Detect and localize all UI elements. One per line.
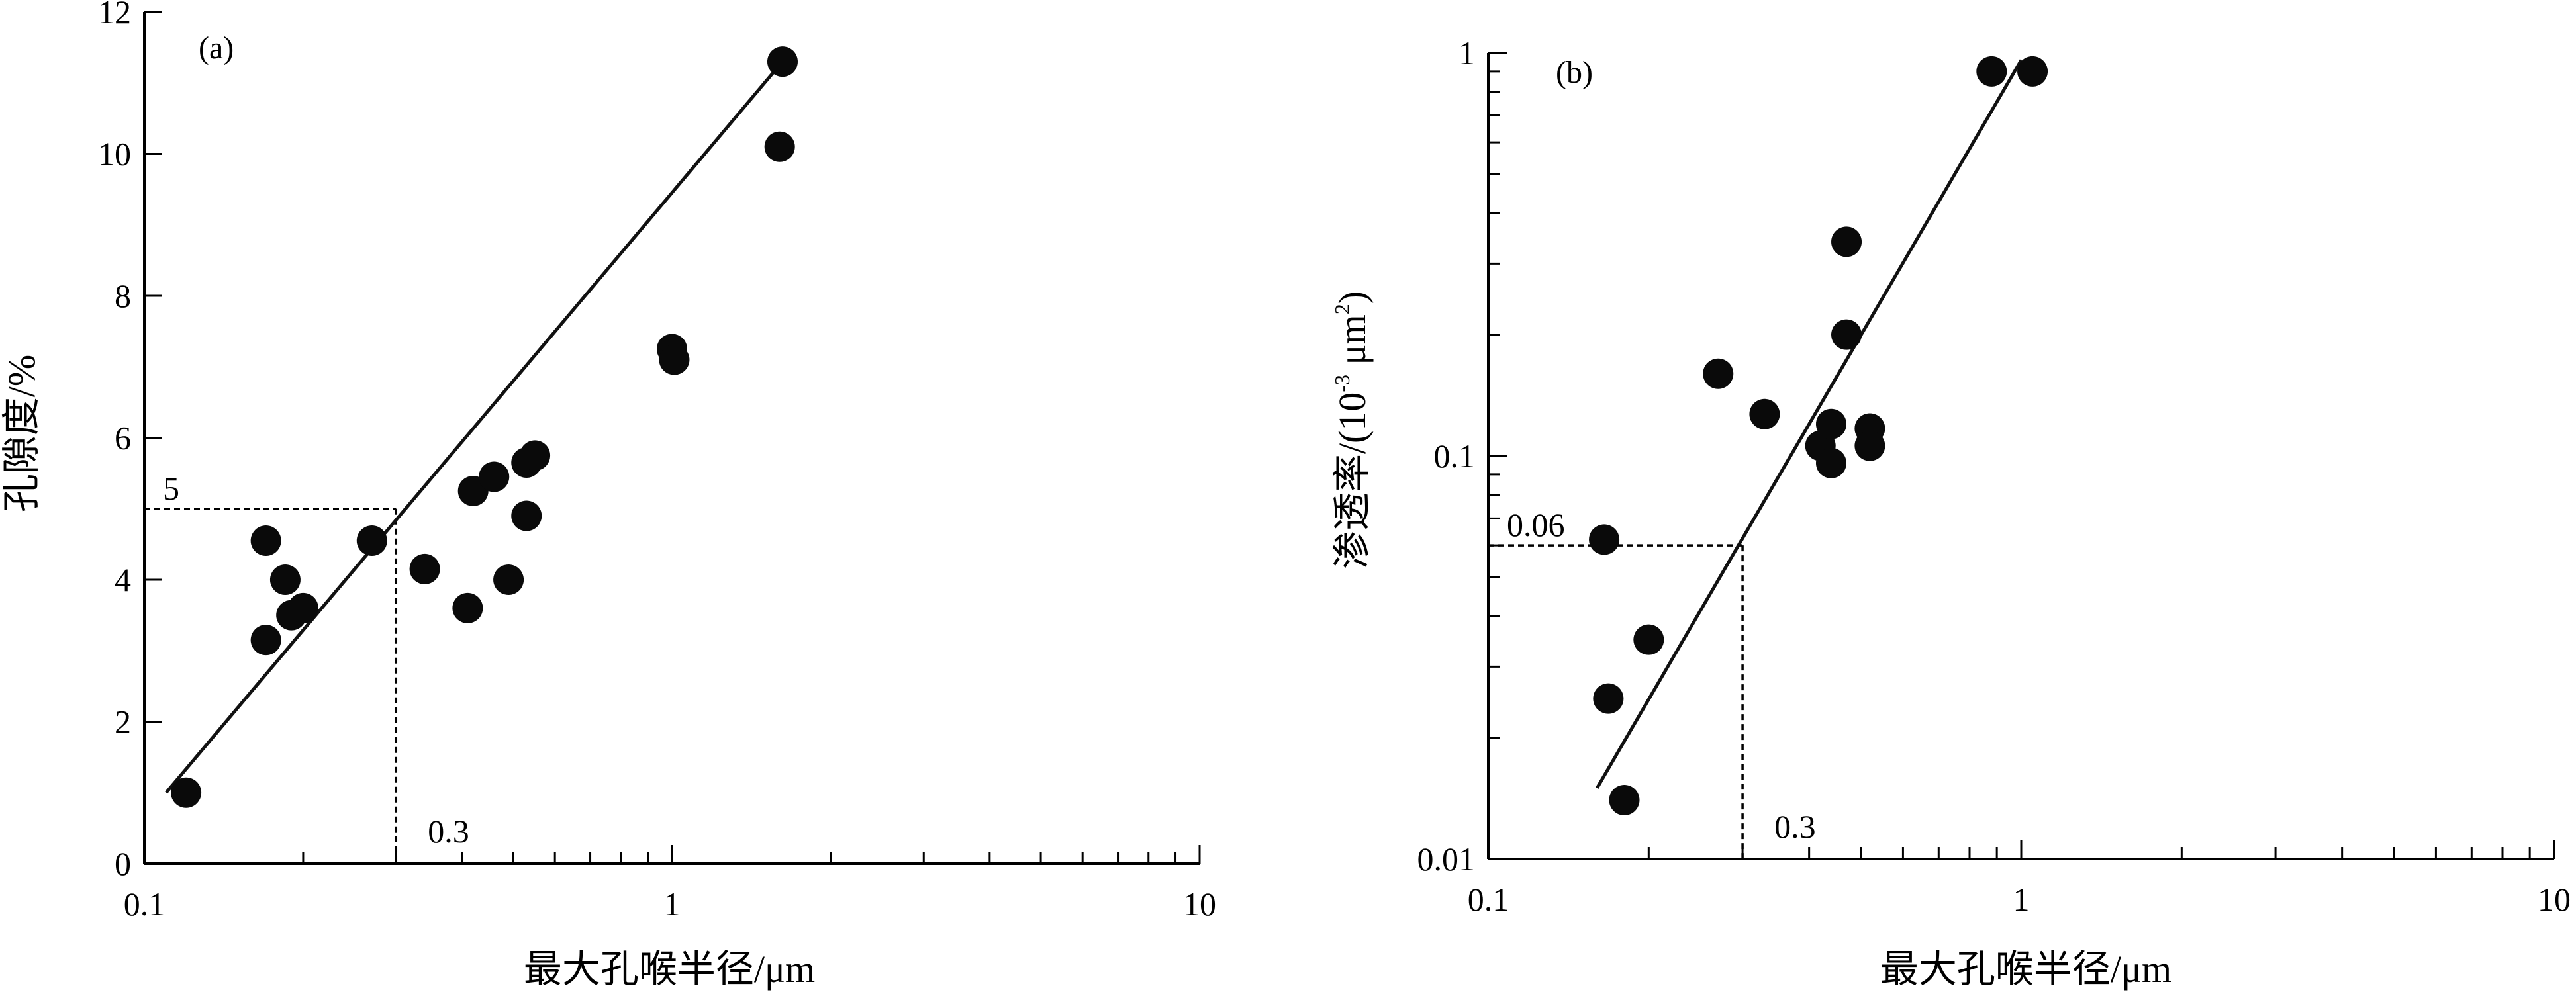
data-point — [269, 564, 301, 595]
data-point — [520, 440, 551, 471]
data-point — [1749, 398, 1780, 429]
panel-b-ylabel: 渗透率/(10-3 μm2) — [1330, 291, 1374, 569]
x-tick-label: 1 — [2013, 881, 2030, 918]
data-point — [1593, 683, 1624, 714]
data-point — [1815, 408, 1846, 439]
data-point — [1815, 447, 1846, 478]
x-tick-label: 1 — [664, 885, 681, 923]
x-tick-label: 10 — [2538, 881, 2571, 918]
y-tick-label: 10 — [98, 136, 131, 173]
data-point — [287, 592, 318, 623]
data-point — [1633, 624, 1664, 655]
x-tick-label: 10 — [1183, 885, 1216, 923]
y-tick-label: 4 — [115, 561, 131, 598]
data-point — [1609, 785, 1640, 816]
x-tick-label: 0.1 — [1468, 881, 1509, 918]
panel-a: (a) 0.1 1 10 0 2 4 6 8 10 12 5 0.3 最大孔喉半径/μm 孔隙度/% — [0, 0, 1216, 991]
y-tick-label: 0 — [115, 845, 131, 882]
panel-a-label: (a) — [199, 30, 234, 66]
panel-b-ylabel-end: ) — [1331, 291, 1374, 304]
y-tick-label: 6 — [115, 420, 131, 457]
panel-b-label: (b) — [1556, 55, 1593, 90]
panel-b: (b) 0.1 1 100.010.110.060.3 最大孔喉半径/μm 渗透率/… — [1330, 34, 2571, 991]
reference-y-label: 0.06 — [1507, 506, 1565, 543]
data-point — [250, 625, 281, 656]
fit-line — [165, 60, 784, 794]
data-point — [2017, 56, 2048, 87]
data-point — [1589, 524, 1620, 555]
y-tick-label: 2 — [115, 703, 131, 741]
reference-x-label: 0.3 — [428, 813, 469, 850]
data-point — [250, 525, 281, 557]
data-point — [1703, 358, 1734, 389]
y-tick-label: 12 — [98, 0, 131, 30]
panel-b-ylabel-exp1: -3 — [1330, 375, 1354, 392]
x-tick-label: 0.1 — [124, 885, 166, 923]
reference-y-label: 5 — [163, 470, 179, 507]
data-point — [1976, 56, 2007, 87]
reference-x-label: 0.3 — [1774, 808, 1816, 845]
panel-b-ylabel-exp2: 2 — [1330, 304, 1354, 314]
panel-b-ylabel-main: 渗透率/(10 — [1331, 392, 1374, 569]
fit-line — [1596, 59, 2023, 789]
data-point — [659, 344, 690, 375]
data-point — [764, 131, 795, 162]
data-point — [479, 461, 510, 492]
data-point — [409, 553, 440, 584]
panel-b-xlabel: 最大孔喉半径/μm — [1880, 948, 2171, 991]
data-point — [452, 592, 483, 623]
data-point — [1831, 226, 1862, 257]
panel-b-ylabel-mid: μm — [1331, 314, 1374, 375]
y-tick-label: 0.01 — [1417, 840, 1476, 878]
y-tick-label: 8 — [115, 277, 131, 314]
data-point — [1854, 430, 1885, 461]
data-point — [171, 777, 202, 808]
panel-a-xlabel: 最大孔喉半径/μm — [524, 948, 815, 991]
data-point — [767, 46, 798, 77]
data-point — [356, 525, 387, 557]
panel-b-marks: 0.1 1 100.010.110.060.3 — [1417, 34, 2571, 918]
y-tick-label: 0.1 — [1434, 437, 1476, 474]
panel-a-ylabel: 孔隙度/% — [0, 355, 43, 512]
data-point — [493, 564, 524, 595]
panel-a-marks: 0.1 1 10 0 2 4 6 8 10 12 5 0.3 — [98, 0, 1216, 923]
y-tick-label: 1 — [1458, 34, 1475, 71]
data-point — [511, 500, 542, 531]
data-point — [1831, 319, 1862, 350]
